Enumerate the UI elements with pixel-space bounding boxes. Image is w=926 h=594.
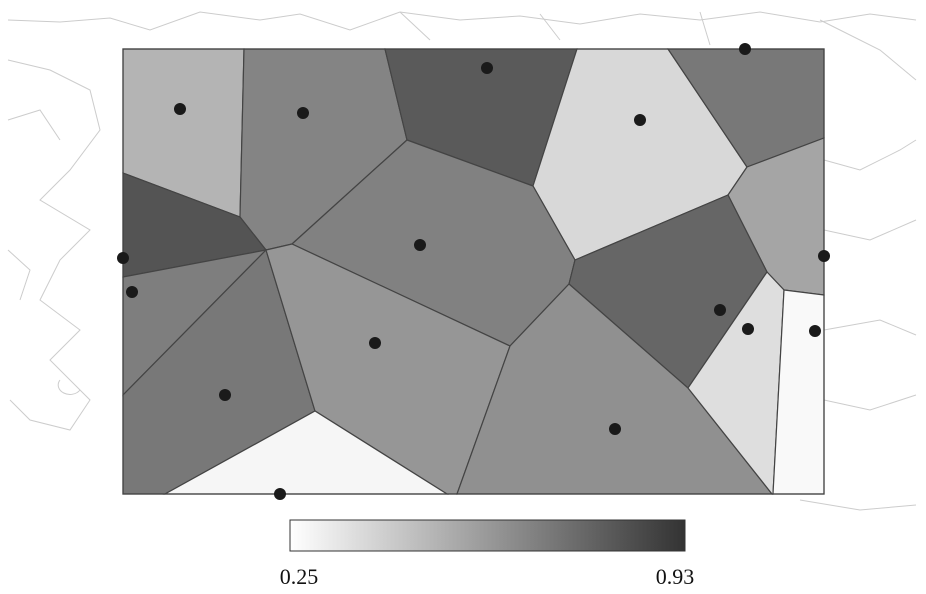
site	[481, 62, 493, 74]
site	[219, 389, 231, 401]
sites	[117, 43, 830, 500]
map-frame	[122, 48, 825, 495]
site	[742, 323, 754, 335]
site	[634, 114, 646, 126]
site	[126, 286, 138, 298]
site	[739, 43, 751, 55]
site	[369, 337, 381, 349]
site	[609, 423, 621, 435]
colorbar-max-label: 0.93	[656, 564, 695, 589]
background-map	[7, 11, 917, 511]
colorbar-min-label: 0.25	[280, 564, 319, 589]
site	[414, 239, 426, 251]
site	[818, 250, 830, 262]
site	[297, 107, 309, 119]
voronoi-cells	[122, 48, 825, 495]
colorbar	[289, 519, 686, 552]
site	[174, 103, 186, 115]
site	[117, 252, 129, 264]
site	[274, 488, 286, 500]
site	[809, 325, 821, 337]
site	[714, 304, 726, 316]
